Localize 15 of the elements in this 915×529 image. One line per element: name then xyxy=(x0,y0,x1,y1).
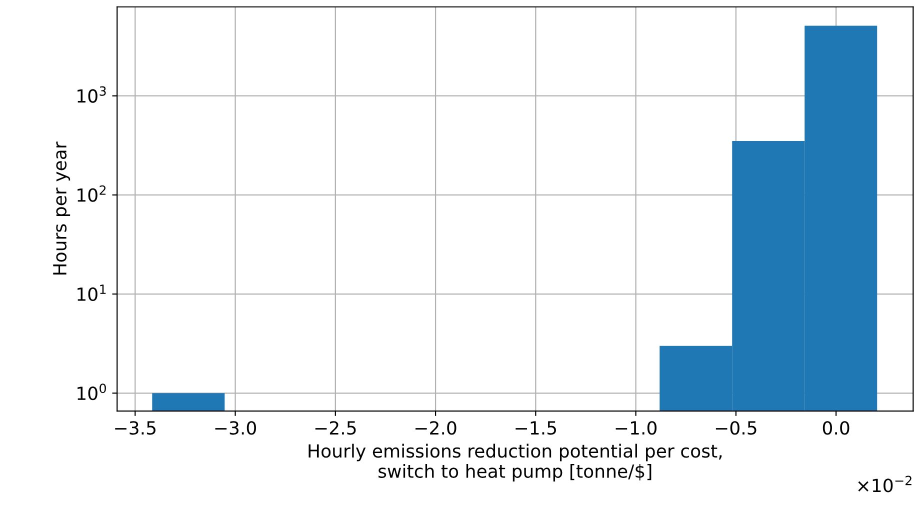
x-tick-label: 0.0 xyxy=(822,421,850,435)
text: ×10$^{−2}$ xyxy=(858,476,912,492)
x-tick-label: −3.5 xyxy=(115,421,156,435)
y-tick-label: 10$^{0}$ xyxy=(78,384,106,400)
x-axis-title: Hourly emissions reduction potential per cost, switch to heat pump [tonne/$] xyxy=(308,444,722,482)
y-tick-label: 10$^{1}$ xyxy=(78,284,106,302)
x-tick-label: −3.0 xyxy=(215,421,256,435)
x-tick-label: −2.5 xyxy=(315,421,356,435)
x-tick-label: −2.0 xyxy=(416,421,456,435)
y-tick-label: 10$^{3}$ xyxy=(78,86,106,103)
x-tick-label: −1.0 xyxy=(616,421,657,435)
y-tick-label: 10$^{2}$ xyxy=(78,185,106,202)
y-axis-title: Hours per year xyxy=(53,142,70,275)
x-tick-label: −0.5 xyxy=(716,421,756,435)
x-tick-label: −1.5 xyxy=(516,421,556,435)
